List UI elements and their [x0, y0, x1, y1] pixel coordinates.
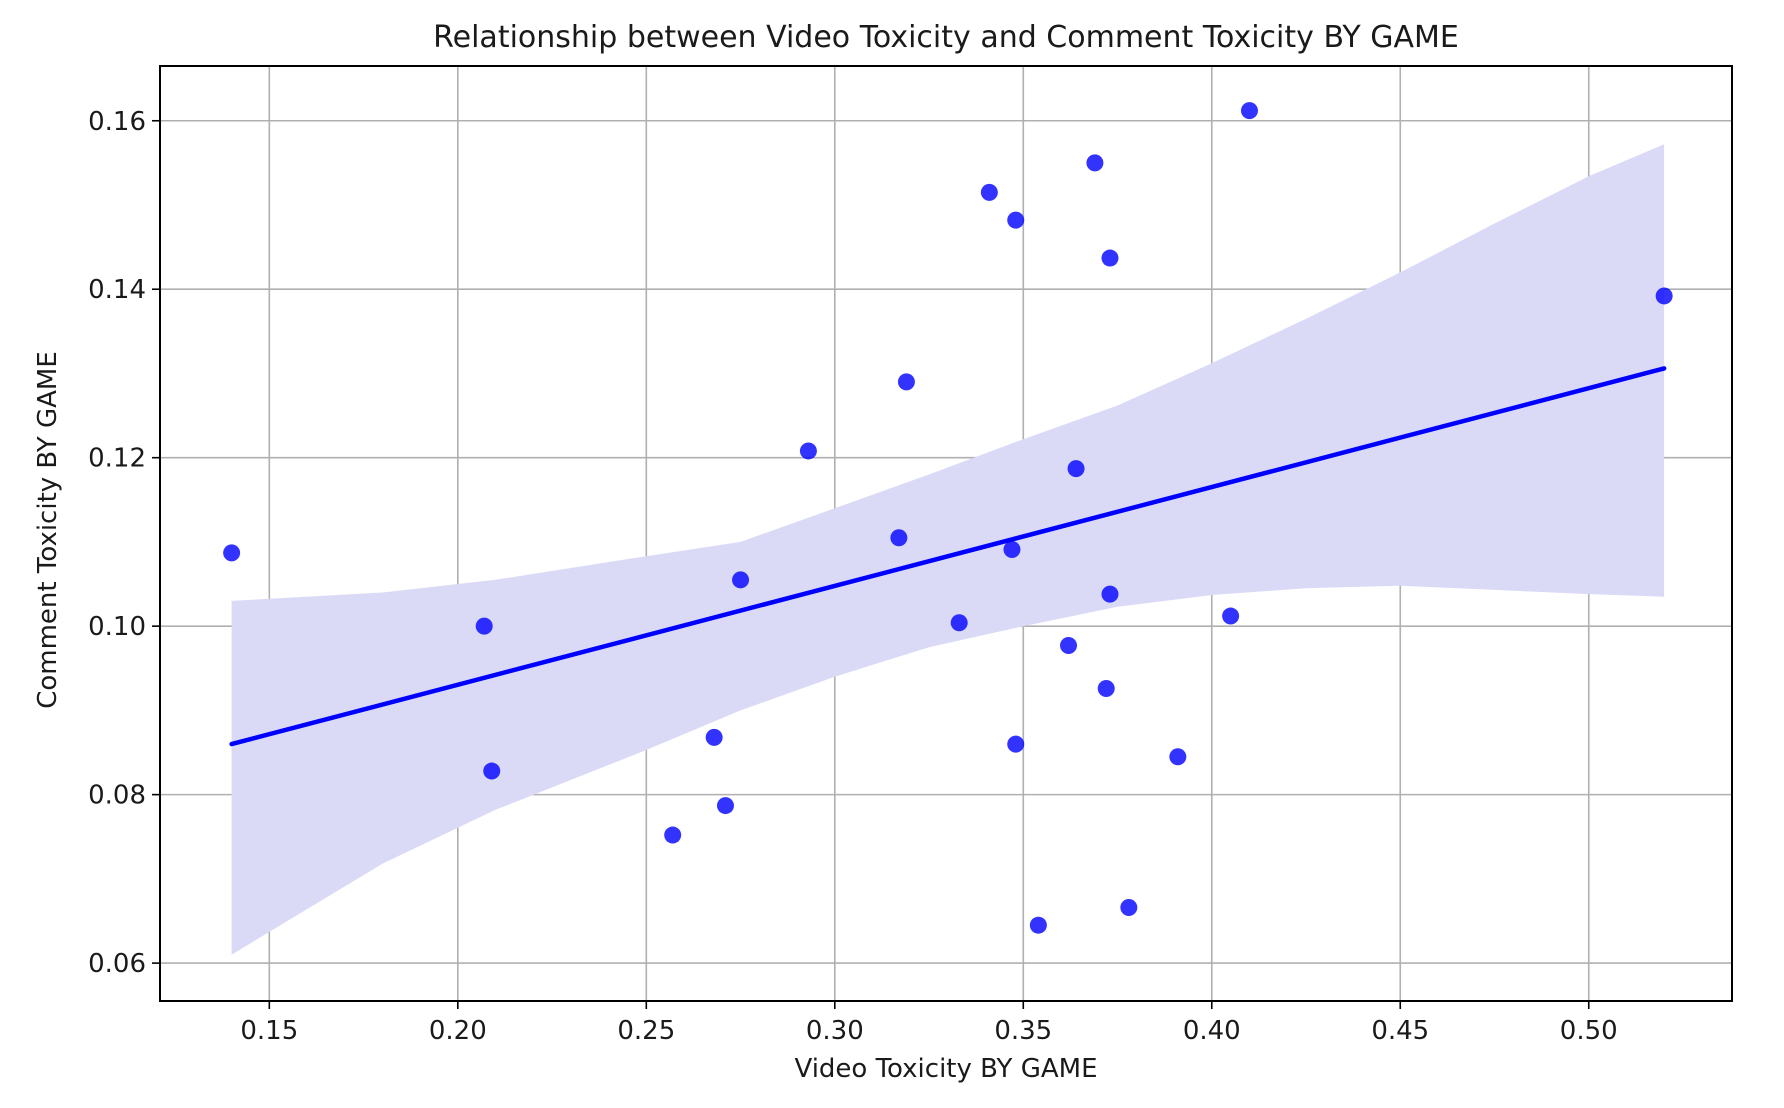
data-point — [732, 571, 750, 589]
data-point — [1086, 154, 1104, 172]
plot-area: 0.15 0.20 0.25 0.30 0.35 0.40 0.45 0.50 0.06 0.08… — [88, 65, 1733, 1046]
data-point — [664, 826, 682, 844]
y-tick-label: 0.06 — [88, 949, 146, 979]
data-point — [1007, 735, 1025, 753]
x-tick-label: 0.15 — [240, 1016, 298, 1046]
y-axis-label: Comment Toxicity BY GAME — [33, 351, 63, 709]
chart-title: Relationship between Video Toxicity and … — [433, 20, 1459, 55]
y-tick-label: 0.12 — [88, 444, 146, 474]
data-point — [1101, 249, 1119, 267]
data-point — [1169, 748, 1187, 766]
data-point — [1060, 637, 1078, 655]
data-point — [890, 529, 908, 547]
data-point — [1097, 679, 1115, 697]
data-point — [1029, 916, 1047, 934]
x-tick-label: 0.45 — [1371, 1016, 1429, 1046]
data-point — [950, 614, 968, 632]
x-axis-label: Video Toxicity BY GAME — [794, 1054, 1097, 1084]
data-point — [223, 544, 241, 562]
axes-frame — [159, 65, 1733, 1002]
data-point — [1007, 211, 1025, 229]
x-tick-label: 0.35 — [994, 1016, 1052, 1046]
y-tick-label: 0.10 — [88, 612, 146, 642]
y-tick-label: 0.14 — [88, 275, 146, 305]
y-tick-label: 0.16 — [88, 107, 146, 137]
x-tick-label: 0.40 — [1183, 1016, 1241, 1046]
data-point — [1240, 102, 1258, 120]
data-point — [716, 797, 734, 815]
x-tick-label: 0.30 — [806, 1016, 864, 1046]
data-point — [1101, 585, 1119, 603]
data-point — [1222, 607, 1240, 625]
y-tick-label: 0.08 — [88, 781, 146, 811]
data-point — [897, 373, 915, 391]
regression-line — [229, 366, 1667, 747]
data-point — [1067, 460, 1085, 478]
x-tick-label: 0.20 — [429, 1016, 487, 1046]
data-point — [475, 617, 493, 635]
data-point — [799, 442, 817, 460]
confidence-band — [231, 144, 1665, 955]
x-tick-label: 0.25 — [617, 1016, 675, 1046]
data-point — [980, 183, 998, 201]
data-point — [705, 728, 723, 746]
x-tick-label: 0.50 — [1560, 1016, 1618, 1046]
data-point — [1003, 541, 1021, 559]
data-point — [483, 762, 501, 780]
data-point — [1120, 899, 1138, 916]
data-point — [1655, 287, 1673, 305]
